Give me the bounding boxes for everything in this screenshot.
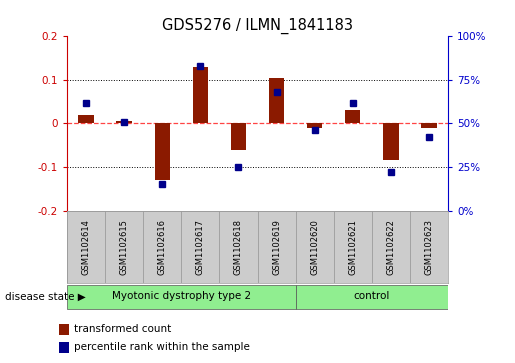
Text: GSM1102617: GSM1102617 <box>196 219 205 275</box>
Bar <box>296 285 448 309</box>
Bar <box>154 123 170 180</box>
Text: percentile rank within the sample: percentile rank within the sample <box>74 342 250 352</box>
Text: GSM1102614: GSM1102614 <box>81 219 91 275</box>
Bar <box>258 211 296 283</box>
Bar <box>143 211 181 283</box>
Bar <box>269 78 284 123</box>
Bar <box>78 115 94 123</box>
Text: GSM1102618: GSM1102618 <box>234 219 243 275</box>
Bar <box>410 211 448 283</box>
Text: Myotonic dystrophy type 2: Myotonic dystrophy type 2 <box>112 291 251 301</box>
Text: control: control <box>354 291 390 301</box>
Bar <box>105 211 143 283</box>
Text: GSM1102619: GSM1102619 <box>272 219 281 275</box>
Bar <box>59 342 70 352</box>
Bar <box>219 211 258 283</box>
Bar <box>231 123 246 150</box>
Text: disease state ▶: disease state ▶ <box>5 292 86 302</box>
Bar <box>334 211 372 283</box>
Bar <box>116 121 132 123</box>
Text: GSM1102622: GSM1102622 <box>386 219 396 275</box>
Bar <box>59 324 70 335</box>
Text: GSM1102623: GSM1102623 <box>424 219 434 275</box>
Bar <box>345 110 360 123</box>
Text: GSM1102616: GSM1102616 <box>158 219 167 275</box>
Bar <box>193 67 208 123</box>
Bar <box>296 211 334 283</box>
Bar <box>372 211 410 283</box>
Bar <box>181 211 219 283</box>
Bar <box>67 285 296 309</box>
Text: GSM1102621: GSM1102621 <box>348 219 357 275</box>
Text: GSM1102620: GSM1102620 <box>310 219 319 275</box>
Bar <box>307 123 322 128</box>
Text: GSM1102615: GSM1102615 <box>119 219 129 275</box>
Bar <box>383 123 399 160</box>
Bar <box>67 211 105 283</box>
Title: GDS5276 / ILMN_1841183: GDS5276 / ILMN_1841183 <box>162 17 353 33</box>
Text: transformed count: transformed count <box>74 324 171 334</box>
Bar <box>421 123 437 128</box>
